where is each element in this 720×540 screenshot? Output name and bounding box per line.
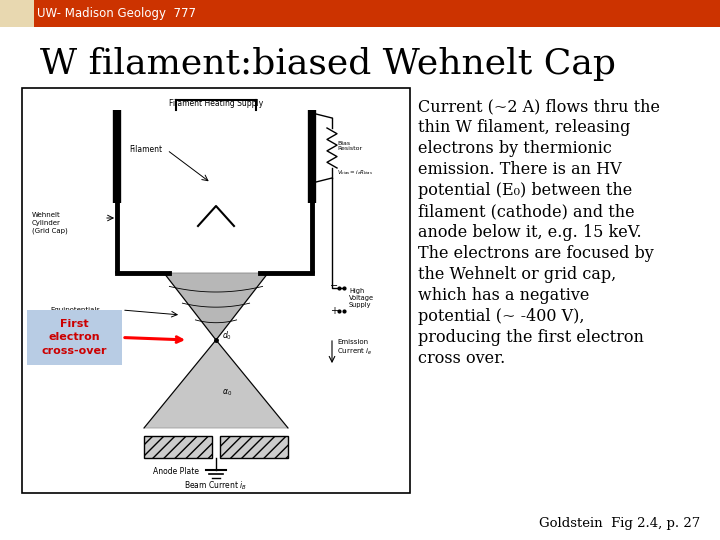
Text: −: − xyxy=(330,281,338,291)
Bar xyxy=(22,88,410,493)
Text: anode below it, e.g. 15 keV.: anode below it, e.g. 15 keV. xyxy=(418,224,642,241)
Text: $\alpha_0$: $\alpha_0$ xyxy=(222,388,232,399)
Text: High
Voltage
Supply: High Voltage Supply xyxy=(349,288,374,308)
Text: Emission
Current $i_e$: Emission Current $i_e$ xyxy=(337,339,372,357)
Bar xyxy=(220,436,288,458)
Text: potential (~ -400 V),: potential (~ -400 V), xyxy=(418,308,585,325)
Polygon shape xyxy=(144,340,288,428)
Bar xyxy=(0,0,34,27)
Text: Beam Current $i_B$: Beam Current $i_B$ xyxy=(184,480,248,492)
Text: thin W filament, releasing: thin W filament, releasing xyxy=(418,119,631,136)
Text: emission. There is an HV: emission. There is an HV xyxy=(418,161,621,178)
Text: potential (E₀) between the: potential (E₀) between the xyxy=(418,182,632,199)
Text: Bias
Resistor: Bias Resistor xyxy=(337,140,362,151)
Text: Anode Plate: Anode Plate xyxy=(153,467,199,476)
Text: Equipotentials: Equipotentials xyxy=(50,307,100,313)
Polygon shape xyxy=(164,273,268,340)
Text: electrons by thermionic: electrons by thermionic xyxy=(418,140,612,157)
Text: Filament: Filament xyxy=(129,145,162,154)
Text: $V_{bias}=i_e R_{bias}$: $V_{bias}=i_e R_{bias}$ xyxy=(337,168,373,178)
Text: Filament Heating Supply: Filament Heating Supply xyxy=(169,99,263,109)
Text: Wehnelt
Cylinder
(Grid Cap): Wehnelt Cylinder (Grid Cap) xyxy=(32,212,68,234)
Text: filament (cathode) and the: filament (cathode) and the xyxy=(418,203,634,220)
Text: Goldstein  Fig 2.4, p. 27: Goldstein Fig 2.4, p. 27 xyxy=(539,517,700,530)
Text: cross over.: cross over. xyxy=(418,350,505,367)
Text: the Wehnelt or grid cap,: the Wehnelt or grid cap, xyxy=(418,266,616,283)
Text: +: + xyxy=(330,306,338,316)
Bar xyxy=(0,0,720,27)
Bar xyxy=(27,310,122,365)
Text: which has a negative: which has a negative xyxy=(418,287,590,304)
Text: Current (~2 A) flows thru the: Current (~2 A) flows thru the xyxy=(418,98,660,115)
Text: producing the first electron: producing the first electron xyxy=(418,329,644,346)
Text: W filament:biased Wehnelt Cap: W filament:biased Wehnelt Cap xyxy=(40,47,616,81)
Text: UW- Madison Geology  777: UW- Madison Geology 777 xyxy=(37,7,196,20)
Text: The electrons are focused by: The electrons are focused by xyxy=(418,245,654,262)
Text: $d_0$: $d_0$ xyxy=(222,330,232,342)
Bar xyxy=(144,436,212,458)
Text: First
electron
cross-over: First electron cross-over xyxy=(42,319,107,356)
